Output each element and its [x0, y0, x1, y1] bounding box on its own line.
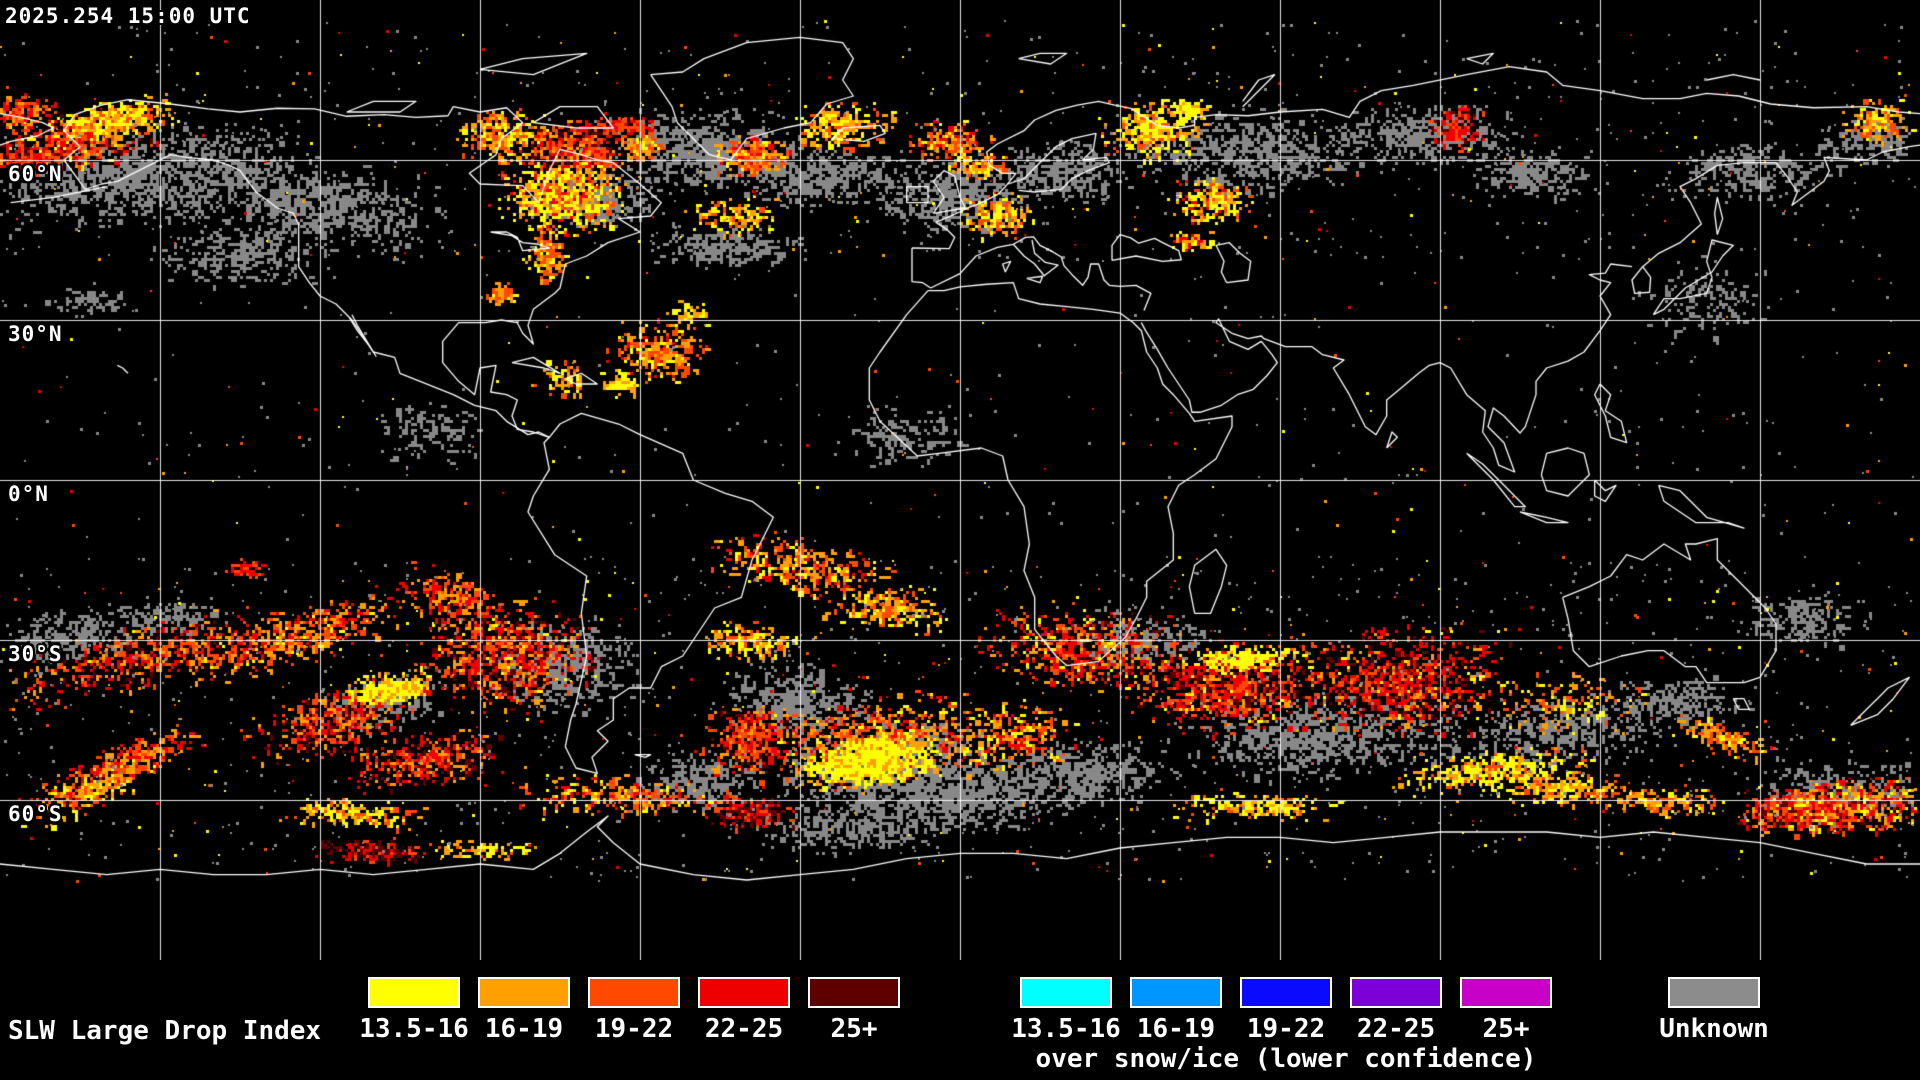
legend-item-ice-4: 22-25 [1340, 977, 1452, 1044]
legend-range-label: 13.5-16 [359, 1014, 469, 1044]
legend-swatch-slw-1 [368, 977, 460, 1008]
legend-swatch-ice-2 [1130, 977, 1222, 1008]
latitude-label-0n: 0°N [8, 482, 49, 506]
legend-swatch-slw-3 [588, 977, 680, 1008]
legend-item-slw-4: 22-25 [688, 977, 800, 1044]
legend-item-ice-3: 19-22 [1230, 977, 1342, 1044]
legend-range-label: 19-22 [594, 1014, 674, 1044]
legend-range-label: 16-19 [1136, 1014, 1216, 1044]
legend-unknown-label: Unknown [1659, 1014, 1769, 1044]
latitude-label-60n: 60°N [8, 162, 63, 186]
world-map-canvas [0, 0, 1920, 960]
legend-item-unknown: Unknown [1658, 977, 1770, 1044]
legend-range-label: 22-25 [1356, 1014, 1436, 1044]
legend-range-label: 22-25 [704, 1014, 784, 1044]
legend-item-slw-3: 19-22 [578, 977, 690, 1044]
legend-range-label: 25+ [830, 1014, 878, 1044]
legend-item-slw-2: 16-19 [468, 977, 580, 1044]
legend-swatch-ice-5 [1460, 977, 1552, 1008]
legend-swatch-ice-3 [1240, 977, 1332, 1008]
legend-swatch-ice-1 [1020, 977, 1112, 1008]
legend-range-label: 13.5-16 [1011, 1014, 1121, 1044]
latitude-label-60s: 60°S [8, 802, 63, 826]
legend-swatch-unknown [1668, 977, 1760, 1008]
legend-item-ice-2: 16-19 [1120, 977, 1232, 1044]
legend-range-label: 19-22 [1246, 1014, 1326, 1044]
legend-range-label: 25+ [1482, 1014, 1530, 1044]
legend-range-label: 16-19 [484, 1014, 564, 1044]
legend-title: SLW Large Drop Index [8, 1016, 322, 1046]
latitude-label-30s: 30°S [8, 642, 63, 666]
legend-swatch-slw-4 [698, 977, 790, 1008]
legend-swatch-slw-2 [478, 977, 570, 1008]
legend-swatch-slw-5 [808, 977, 900, 1008]
legend-item-ice-5: 25+ [1450, 977, 1562, 1044]
legend-ice-caption: over snow/ice (lower confidence) [1035, 1044, 1537, 1074]
legend-item-ice-1: 13.5-16 [1010, 977, 1122, 1044]
legend-swatch-ice-4 [1350, 977, 1442, 1008]
latitude-label-30n: 30°N [8, 322, 63, 346]
legend-item-slw-5: 25+ [798, 977, 910, 1044]
legend-item-slw-1: 13.5-16 [358, 977, 470, 1044]
timestamp: 2025.254 15:00 UTC [5, 4, 251, 28]
